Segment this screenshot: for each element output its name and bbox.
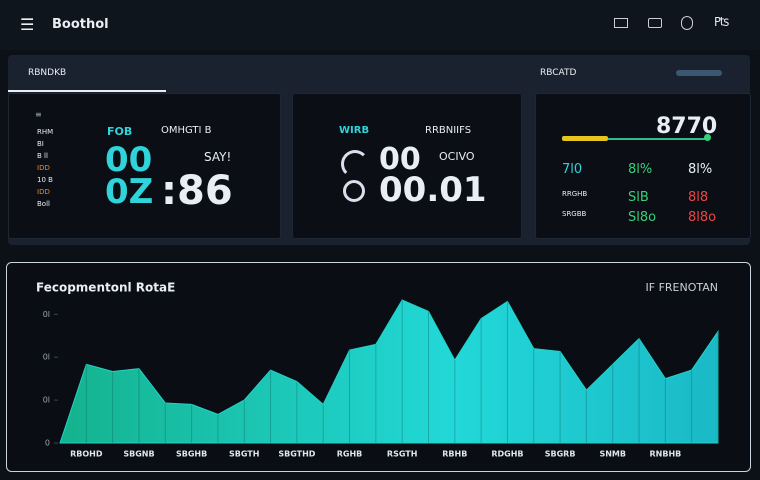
area bbox=[59, 299, 719, 444]
progress-dot bbox=[704, 134, 711, 141]
tab[interactable]: RBCATD bbox=[540, 68, 577, 78]
x-tick-label: RGHB bbox=[337, 450, 363, 459]
x-tick-label: RBOHD bbox=[70, 450, 103, 459]
x-tick-label: RSGTH bbox=[387, 450, 418, 459]
unit: SAY! bbox=[204, 150, 232, 164]
stat: 8l8 bbox=[688, 190, 709, 205]
value: 0Z bbox=[105, 172, 154, 212]
x-tick-label: SBGHB bbox=[176, 450, 207, 459]
progress bbox=[562, 136, 608, 141]
x-tick-label: RBHB bbox=[442, 450, 467, 459]
value: 00 bbox=[105, 140, 153, 180]
list-item: IDD bbox=[37, 164, 50, 172]
chart-subtitle: IF FRENOTAN bbox=[646, 281, 719, 294]
y-tick-label: 0l bbox=[43, 310, 50, 319]
label: WIRB bbox=[339, 125, 370, 136]
stat: SRGBB bbox=[562, 210, 587, 218]
top-bar: ☰ Boothol ₧ bbox=[0, 0, 760, 50]
label: RRBNIIFS bbox=[425, 125, 472, 136]
stat: 7l0 bbox=[562, 162, 583, 177]
stat: 8l8o bbox=[688, 210, 717, 225]
icon[interactable] bbox=[648, 18, 662, 28]
unit: OCIVO bbox=[439, 150, 475, 163]
x-tick-label: RNBHB bbox=[649, 450, 681, 459]
chart: Fecopmentonl RotaE IF FRENOTAN 0 0l 0l 0l RB… bbox=[6, 262, 751, 472]
progress-track bbox=[608, 138, 708, 140]
gauge-icon bbox=[341, 150, 369, 178]
icon[interactable] bbox=[614, 18, 628, 28]
list-item: RHM bbox=[37, 128, 54, 136]
value: 00.01 bbox=[379, 170, 487, 210]
value: 00 bbox=[379, 142, 421, 177]
x-tick-label: SBGRB bbox=[545, 450, 576, 459]
stat: 8l% bbox=[628, 162, 653, 177]
badge bbox=[676, 70, 722, 76]
list-item: 10 B bbox=[37, 176, 53, 184]
value: :86 bbox=[161, 168, 233, 214]
x-tick-label: SBGNB bbox=[123, 450, 154, 459]
card: WIRB RRBNIIFS 00 OCIVO 00.01 bbox=[292, 93, 522, 239]
y-tick-label: 0l bbox=[43, 396, 50, 405]
y-tick-label: 0 bbox=[45, 439, 50, 448]
list-item: BI bbox=[37, 140, 44, 148]
tab[interactable]: RBNDKB bbox=[28, 68, 67, 78]
list-item: IDD bbox=[37, 188, 50, 196]
card: 8770 7l0 8l% 8l% RRGHB SlB 8l8 SRGBB Sl8o 8l8o bbox=[535, 93, 751, 239]
y-tick-label: 0l bbox=[43, 353, 50, 362]
icon[interactable] bbox=[681, 16, 693, 30]
chart-title: Fecopmentonl RotaE bbox=[36, 281, 175, 295]
list-item: B ll bbox=[37, 152, 48, 160]
stat: SlB bbox=[628, 190, 649, 205]
list-item: Boll bbox=[37, 200, 50, 208]
label: OMHGTI B bbox=[161, 125, 212, 136]
gauge-icon bbox=[343, 180, 365, 202]
menu-icon[interactable]: ☰ bbox=[20, 15, 35, 34]
card: ≡ RHM BI B ll IDD 10 B IDD Boll FOB OMHGTI B 0… bbox=[8, 93, 281, 239]
stat: 8l% bbox=[688, 162, 713, 177]
x-tick-label: SBGTHD bbox=[278, 450, 315, 459]
icon[interactable]: ₧ bbox=[714, 15, 730, 29]
stat: RRGHB bbox=[562, 190, 588, 198]
label: FOB bbox=[107, 125, 133, 138]
x-tick-label: SNMB bbox=[599, 450, 626, 459]
tab-underline bbox=[8, 90, 166, 92]
stat: Sl8o bbox=[628, 210, 657, 225]
value: 8770 bbox=[656, 114, 718, 139]
x-tick-label: RDGHB bbox=[491, 450, 523, 459]
app-title: Boothol bbox=[52, 17, 109, 32]
x-tick-label: SBGTH bbox=[229, 450, 259, 459]
